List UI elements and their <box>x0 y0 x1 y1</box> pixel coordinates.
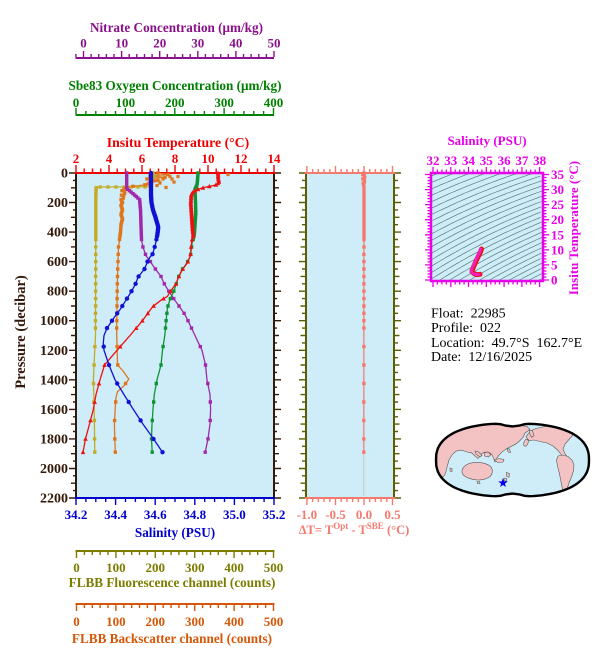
svg-text:40: 40 <box>229 36 242 51</box>
svg-text:800: 800 <box>47 285 68 300</box>
svg-text:400: 400 <box>47 226 68 241</box>
svg-text:0: 0 <box>73 95 80 110</box>
svg-text:200: 200 <box>47 196 68 211</box>
svg-text:0: 0 <box>61 167 68 182</box>
svg-text:20: 20 <box>153 36 166 51</box>
svg-text:500: 500 <box>264 614 284 629</box>
svg-text:600: 600 <box>47 255 68 270</box>
svg-text:37: 37 <box>515 153 529 168</box>
svg-text:15: 15 <box>551 227 565 242</box>
svg-text:Sbe83 Oxygen Concentration (μm: Sbe83 Oxygen Concentration (μm/kg) <box>69 78 282 93</box>
svg-text:25: 25 <box>551 197 565 212</box>
svg-text:30: 30 <box>191 36 204 51</box>
svg-text:-0.5: -0.5 <box>325 507 346 522</box>
svg-text:300: 300 <box>185 614 205 629</box>
svg-text:0: 0 <box>80 36 87 51</box>
svg-text:34.8: 34.8 <box>183 507 206 522</box>
svg-text:10: 10 <box>551 242 564 257</box>
svg-text:Pressure (decibar): Pressure (decibar) <box>13 275 29 389</box>
svg-text:100: 100 <box>106 614 126 629</box>
svg-text:1000: 1000 <box>40 314 68 329</box>
svg-text:34: 34 <box>462 153 476 168</box>
svg-text:20: 20 <box>551 212 564 227</box>
svg-text:300: 300 <box>185 560 205 575</box>
svg-text:35.0: 35.0 <box>223 507 246 522</box>
svg-text:Salinity (PSU): Salinity (PSU) <box>447 133 526 148</box>
svg-text:2: 2 <box>73 151 80 166</box>
svg-text:50: 50 <box>268 36 281 51</box>
svg-text:6: 6 <box>139 151 146 166</box>
svg-text:4: 4 <box>106 151 113 166</box>
svg-text:10: 10 <box>115 36 128 51</box>
svg-text:14: 14 <box>268 151 282 166</box>
svg-text:FLBB Backscatter channel (coun: FLBB Backscatter channel (counts) <box>72 631 272 646</box>
svg-text:200: 200 <box>146 614 166 629</box>
svg-text:300: 300 <box>214 95 234 110</box>
svg-text:30: 30 <box>551 182 564 197</box>
svg-text:Location: 49.7°S 162.7°E: Location: 49.7°S 162.7°E <box>431 336 582 351</box>
svg-text:33: 33 <box>444 153 458 168</box>
svg-text:1600: 1600 <box>40 403 68 418</box>
svg-text:35: 35 <box>551 167 565 182</box>
svg-text:8: 8 <box>172 151 179 166</box>
svg-text:1400: 1400 <box>40 373 68 388</box>
svg-text:34.2: 34.2 <box>65 507 88 522</box>
svg-text:0: 0 <box>73 614 80 629</box>
svg-text:38: 38 <box>533 153 547 168</box>
svg-text:0: 0 <box>73 560 80 575</box>
svg-text:Profile: 022: Profile: 022 <box>431 321 501 336</box>
svg-text:200: 200 <box>146 560 166 575</box>
svg-text:0: 0 <box>551 273 558 288</box>
svg-text:400: 400 <box>264 95 284 110</box>
svg-text:34.4: 34.4 <box>104 507 127 522</box>
svg-text:Float: 22985: Float: 22985 <box>431 307 506 322</box>
svg-text:34.6: 34.6 <box>144 507 167 522</box>
svg-text:Insitu Temperature (°C): Insitu Temperature (°C) <box>566 161 581 295</box>
svg-text:100: 100 <box>116 95 136 110</box>
svg-text:32: 32 <box>427 153 440 168</box>
svg-text:500: 500 <box>264 560 284 575</box>
svg-text:10: 10 <box>202 151 215 166</box>
svg-text:100: 100 <box>106 560 126 575</box>
svg-text:35: 35 <box>480 153 494 168</box>
svg-text:Salinity (PSU): Salinity (PSU) <box>135 525 215 540</box>
svg-text:36: 36 <box>498 153 512 168</box>
svg-text:200: 200 <box>165 95 185 110</box>
svg-text:35.2: 35.2 <box>263 507 286 522</box>
svg-text:-1.0: -1.0 <box>297 507 318 522</box>
svg-text:ΔT= TOpt - TSBE (°C): ΔT= TOpt - TSBE (°C) <box>299 521 410 537</box>
svg-text:400: 400 <box>224 560 244 575</box>
svg-text:12: 12 <box>235 151 248 166</box>
svg-text:400: 400 <box>224 614 244 629</box>
svg-text:Insitu Temperature (°C): Insitu Temperature (°C) <box>107 135 249 151</box>
svg-text:Nitrate Concentration (μm/kg): Nitrate Concentration (μm/kg) <box>90 20 263 35</box>
svg-text:0.0: 0.0 <box>356 507 372 522</box>
svg-text:1200: 1200 <box>40 344 68 359</box>
svg-text:0.5: 0.5 <box>384 507 401 522</box>
svg-text:Date: 12/16/2025: Date: 12/16/2025 <box>431 350 532 365</box>
svg-text:2000: 2000 <box>40 462 68 477</box>
svg-text:2200: 2200 <box>40 492 68 507</box>
svg-text:1800: 1800 <box>40 432 68 447</box>
svg-text:5: 5 <box>551 257 558 272</box>
svg-text:FLBB Fluorescence channel (cou: FLBB Fluorescence channel (counts) <box>69 575 276 590</box>
